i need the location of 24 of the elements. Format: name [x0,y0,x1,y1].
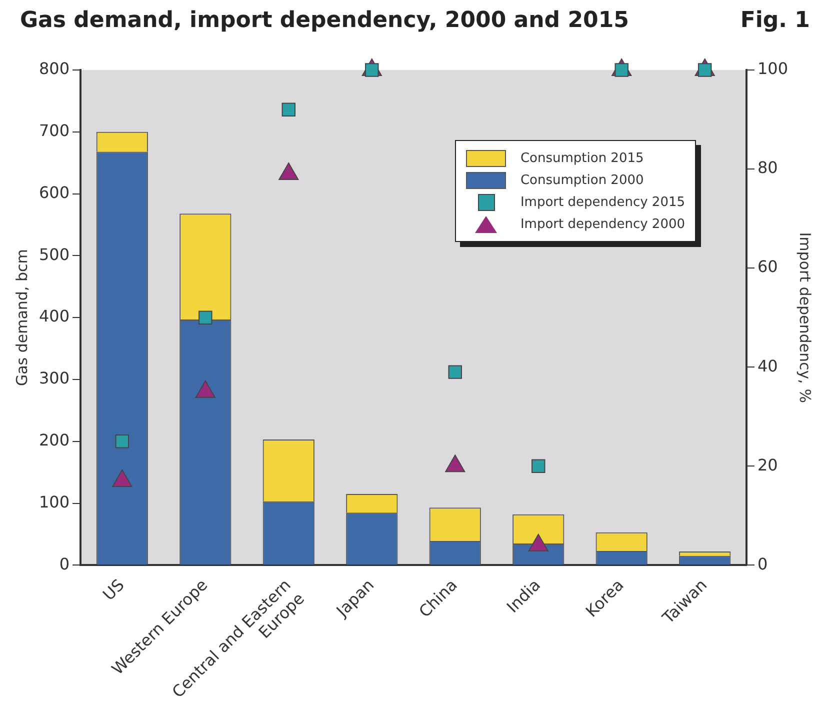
y-tick-label: 100 [38,492,70,512]
y2-tick-label: 20 [757,455,778,474]
y-tick-label: 400 [38,306,70,326]
y2-tick-label: 0 [757,554,768,574]
y-axis-title: Gas demand, bcm [12,249,31,386]
y2-tick-label: 40 [757,356,778,376]
y2-tick-label: 60 [757,257,778,276]
caption: Fig. 1 [740,8,810,33]
y2-tick-label: 100 [757,59,788,78]
y-tick-label: 700 [38,121,70,140]
y2-tick-label: 80 [757,158,778,178]
y-tick-label: 0 [59,554,70,574]
y-tick-label: 300 [38,368,70,388]
legend-label: Consumption 2000 [520,172,644,188]
x-tick-label: US [99,575,128,604]
y2-axis-title: Import dependency, % [796,232,814,403]
chart-title: Gas demand, import dependency, 2000 and 2015 [20,8,629,33]
legend-label: Import dependency 2000 [520,216,686,232]
y-tick-label: 200 [38,430,70,450]
legend-label: Consumption 2015 [520,150,644,166]
y-tick-label: 500 [38,244,70,264]
y-tick-label: 600 [38,182,70,202]
y-tick-label: 800 [38,59,70,78]
legend-label: Import dependency 2015 [520,194,686,210]
